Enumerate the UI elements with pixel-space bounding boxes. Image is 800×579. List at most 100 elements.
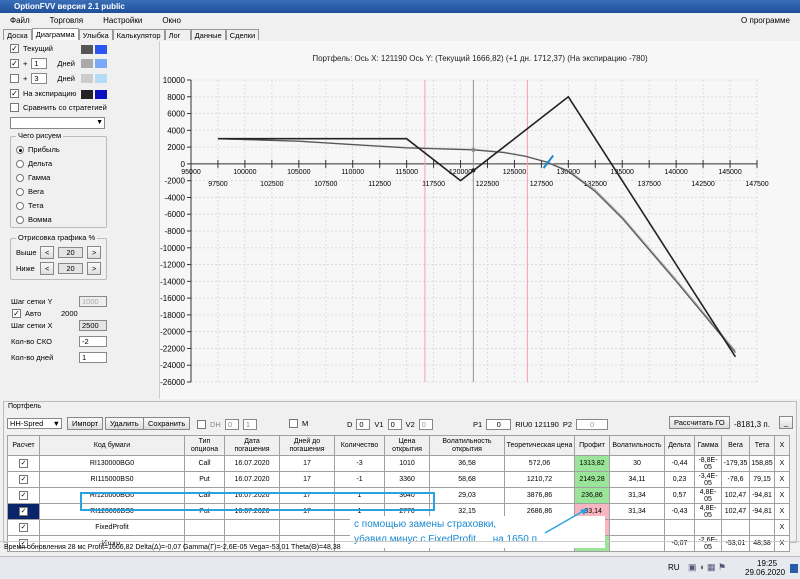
remove-row-button[interactable]: X — [774, 535, 790, 552]
tab-calculator[interactable]: Калькулятор — [112, 29, 165, 40]
column-header[interactable]: Волатильность — [609, 435, 665, 456]
below-decrease-button[interactable]: < — [40, 262, 54, 275]
table-row[interactable]: ✓ RI130000BG0 Call 16.07.2020 17 -3 1010 36,58 5… — [7, 455, 790, 472]
radio-profit[interactable] — [16, 145, 24, 154]
radio-vomma[interactable] — [16, 215, 24, 224]
delete-button[interactable]: Удалить — [105, 417, 144, 430]
checkbox[interactable]: ✓ — [19, 507, 28, 516]
below-value[interactable]: 20 — [58, 263, 83, 274]
plus1-days-input[interactable]: 1 — [31, 58, 48, 69]
days-count-input[interactable]: 1 — [79, 352, 107, 363]
checkbox[interactable]: ✓ — [19, 475, 28, 484]
v2-input[interactable]: 0 — [418, 419, 433, 430]
plus1-checkbox[interactable]: ✓ — [10, 59, 19, 68]
profit-chart[interactable]: 10000 8000 6000 4000 2000 0 -2000 -4000 -6000 -80… — [160, 41, 800, 399]
expiration-color-swatch-2[interactable] — [95, 90, 107, 99]
column-header[interactable]: Дней до погашения — [279, 435, 335, 456]
current-color-swatch[interactable] — [81, 45, 93, 54]
column-header[interactable]: Профит — [574, 435, 610, 456]
sko-input[interactable]: -2 — [79, 336, 107, 347]
column-header[interactable]: Волатильность открытия — [429, 435, 505, 456]
menu-trading[interactable]: Торговля — [49, 16, 84, 25]
column-header[interactable]: Дельта — [664, 435, 695, 456]
expiration-color-swatch[interactable] — [81, 90, 93, 99]
tab-board[interactable]: Доска — [3, 29, 32, 40]
current-color-swatch-2[interactable] — [95, 45, 107, 54]
p1-input[interactable]: 0 — [486, 419, 512, 430]
column-header[interactable]: Тип опциона — [184, 435, 225, 456]
checkbox[interactable]: ✓ — [19, 523, 28, 532]
column-header[interactable]: Тета — [749, 435, 775, 456]
dh-stepper-2[interactable]: 1 — [242, 419, 257, 430]
plus1-color-swatch[interactable] — [81, 59, 93, 68]
import-button[interactable]: Импорт — [67, 417, 104, 430]
plus3-color-swatch-2[interactable] — [95, 74, 107, 83]
d-input[interactable]: 0 — [356, 419, 371, 430]
below-increase-button[interactable]: > — [87, 262, 101, 275]
plus3-color-swatch[interactable] — [81, 74, 93, 83]
clock-time[interactable]: 19:25 — [757, 559, 778, 568]
strategy-select[interactable]: ▼ — [10, 117, 105, 129]
calc-checkbox[interactable]: ✓ — [7, 487, 40, 504]
remove-row-button[interactable]: X — [774, 487, 790, 504]
checkbox[interactable]: ✓ — [19, 491, 28, 500]
column-header[interactable]: Код бумаги — [39, 435, 185, 456]
remove-row-button[interactable]: X — [774, 471, 790, 488]
m-checkbox[interactable] — [289, 419, 298, 428]
expiration-checkbox[interactable]: ✓ — [10, 89, 19, 98]
language-indicator[interactable]: RU — [668, 563, 680, 572]
clock-date[interactable]: 29.06.2020 — [745, 568, 786, 577]
radio-delta[interactable] — [16, 159, 24, 168]
column-header[interactable]: Расчет — [7, 435, 40, 456]
checkbox[interactable]: ✓ — [19, 459, 28, 468]
v1-input[interactable]: 0 — [387, 419, 402, 430]
minimize-button[interactable]: _ — [779, 416, 793, 429]
tab-smile[interactable]: Улыбка — [78, 29, 113, 40]
menu-about[interactable]: О программе — [741, 16, 790, 25]
menu-file[interactable]: Файл — [10, 16, 30, 25]
column-header[interactable]: Вега — [721, 435, 750, 456]
calc-checkbox[interactable]: ✓ — [7, 471, 40, 488]
calc-checkbox[interactable]: ✓ — [7, 519, 40, 536]
table-row[interactable]: ✓ RI115000BS0 Put 16.07.2020 17 -1 3360 58,68 12… — [7, 471, 790, 488]
menu-window[interactable]: Окно — [162, 16, 181, 25]
tab-data[interactable]: Данные — [190, 29, 226, 40]
tray-icons[interactable]: ▣ ◖ ▦ ⚑ — [688, 562, 727, 572]
compare-checkbox[interactable] — [10, 103, 19, 112]
show-desktop-button[interactable] — [790, 564, 798, 573]
plus3-checkbox[interactable] — [10, 74, 19, 83]
above-decrease-button[interactable]: < — [40, 246, 54, 259]
menu-settings[interactable]: Настройки — [103, 16, 143, 25]
grid-y-input[interactable]: 1000 — [79, 296, 107, 307]
radio-theta[interactable] — [16, 201, 24, 210]
plus3-days-input[interactable]: 3 — [31, 73, 48, 84]
dh-stepper-1[interactable]: 0 — [224, 419, 239, 430]
column-header[interactable]: Количество — [334, 435, 385, 456]
save-button[interactable]: Сохранить — [143, 417, 191, 430]
grid-x-input[interactable]: 2500 — [79, 320, 107, 331]
column-header[interactable]: Теоретическая цена — [504, 435, 575, 456]
current-checkbox[interactable]: ✓ — [10, 44, 19, 53]
checkbox[interactable]: ✓ — [19, 539, 28, 548]
column-header[interactable]: Цена открытия — [384, 435, 430, 456]
tab-log[interactable]: Лог — [164, 29, 191, 40]
above-value[interactable]: 20 — [58, 247, 83, 258]
calc-checkbox[interactable]: ✓ — [7, 455, 40, 472]
tab-diagram[interactable]: Диаграмма — [31, 28, 79, 40]
column-header[interactable]: X — [774, 435, 790, 456]
remove-row-button[interactable]: X — [774, 503, 790, 520]
calc-go-button[interactable]: Рассчитать ГО — [669, 416, 730, 429]
column-header[interactable]: Гамма — [694, 435, 722, 456]
remove-row-button[interactable]: X — [774, 455, 790, 472]
table-row[interactable]: ✓ RI120000BS0 Put 16.07.2020 17 1 2770 32,15 268… — [7, 503, 790, 520]
above-increase-button[interactable]: > — [87, 246, 101, 259]
radio-vega[interactable] — [16, 187, 24, 196]
p2-input[interactable]: 0 — [576, 419, 609, 430]
column-header[interactable]: Дата погашения — [224, 435, 280, 456]
remove-row-button[interactable]: X — [774, 519, 790, 536]
plus1-color-swatch-2[interactable] — [95, 59, 107, 68]
tab-deals[interactable]: Сделки — [225, 29, 260, 40]
auto-checkbox[interactable]: ✓ — [12, 309, 21, 318]
dh-checkbox[interactable] — [197, 420, 206, 429]
calc-checkbox[interactable]: ✓ — [7, 503, 40, 520]
